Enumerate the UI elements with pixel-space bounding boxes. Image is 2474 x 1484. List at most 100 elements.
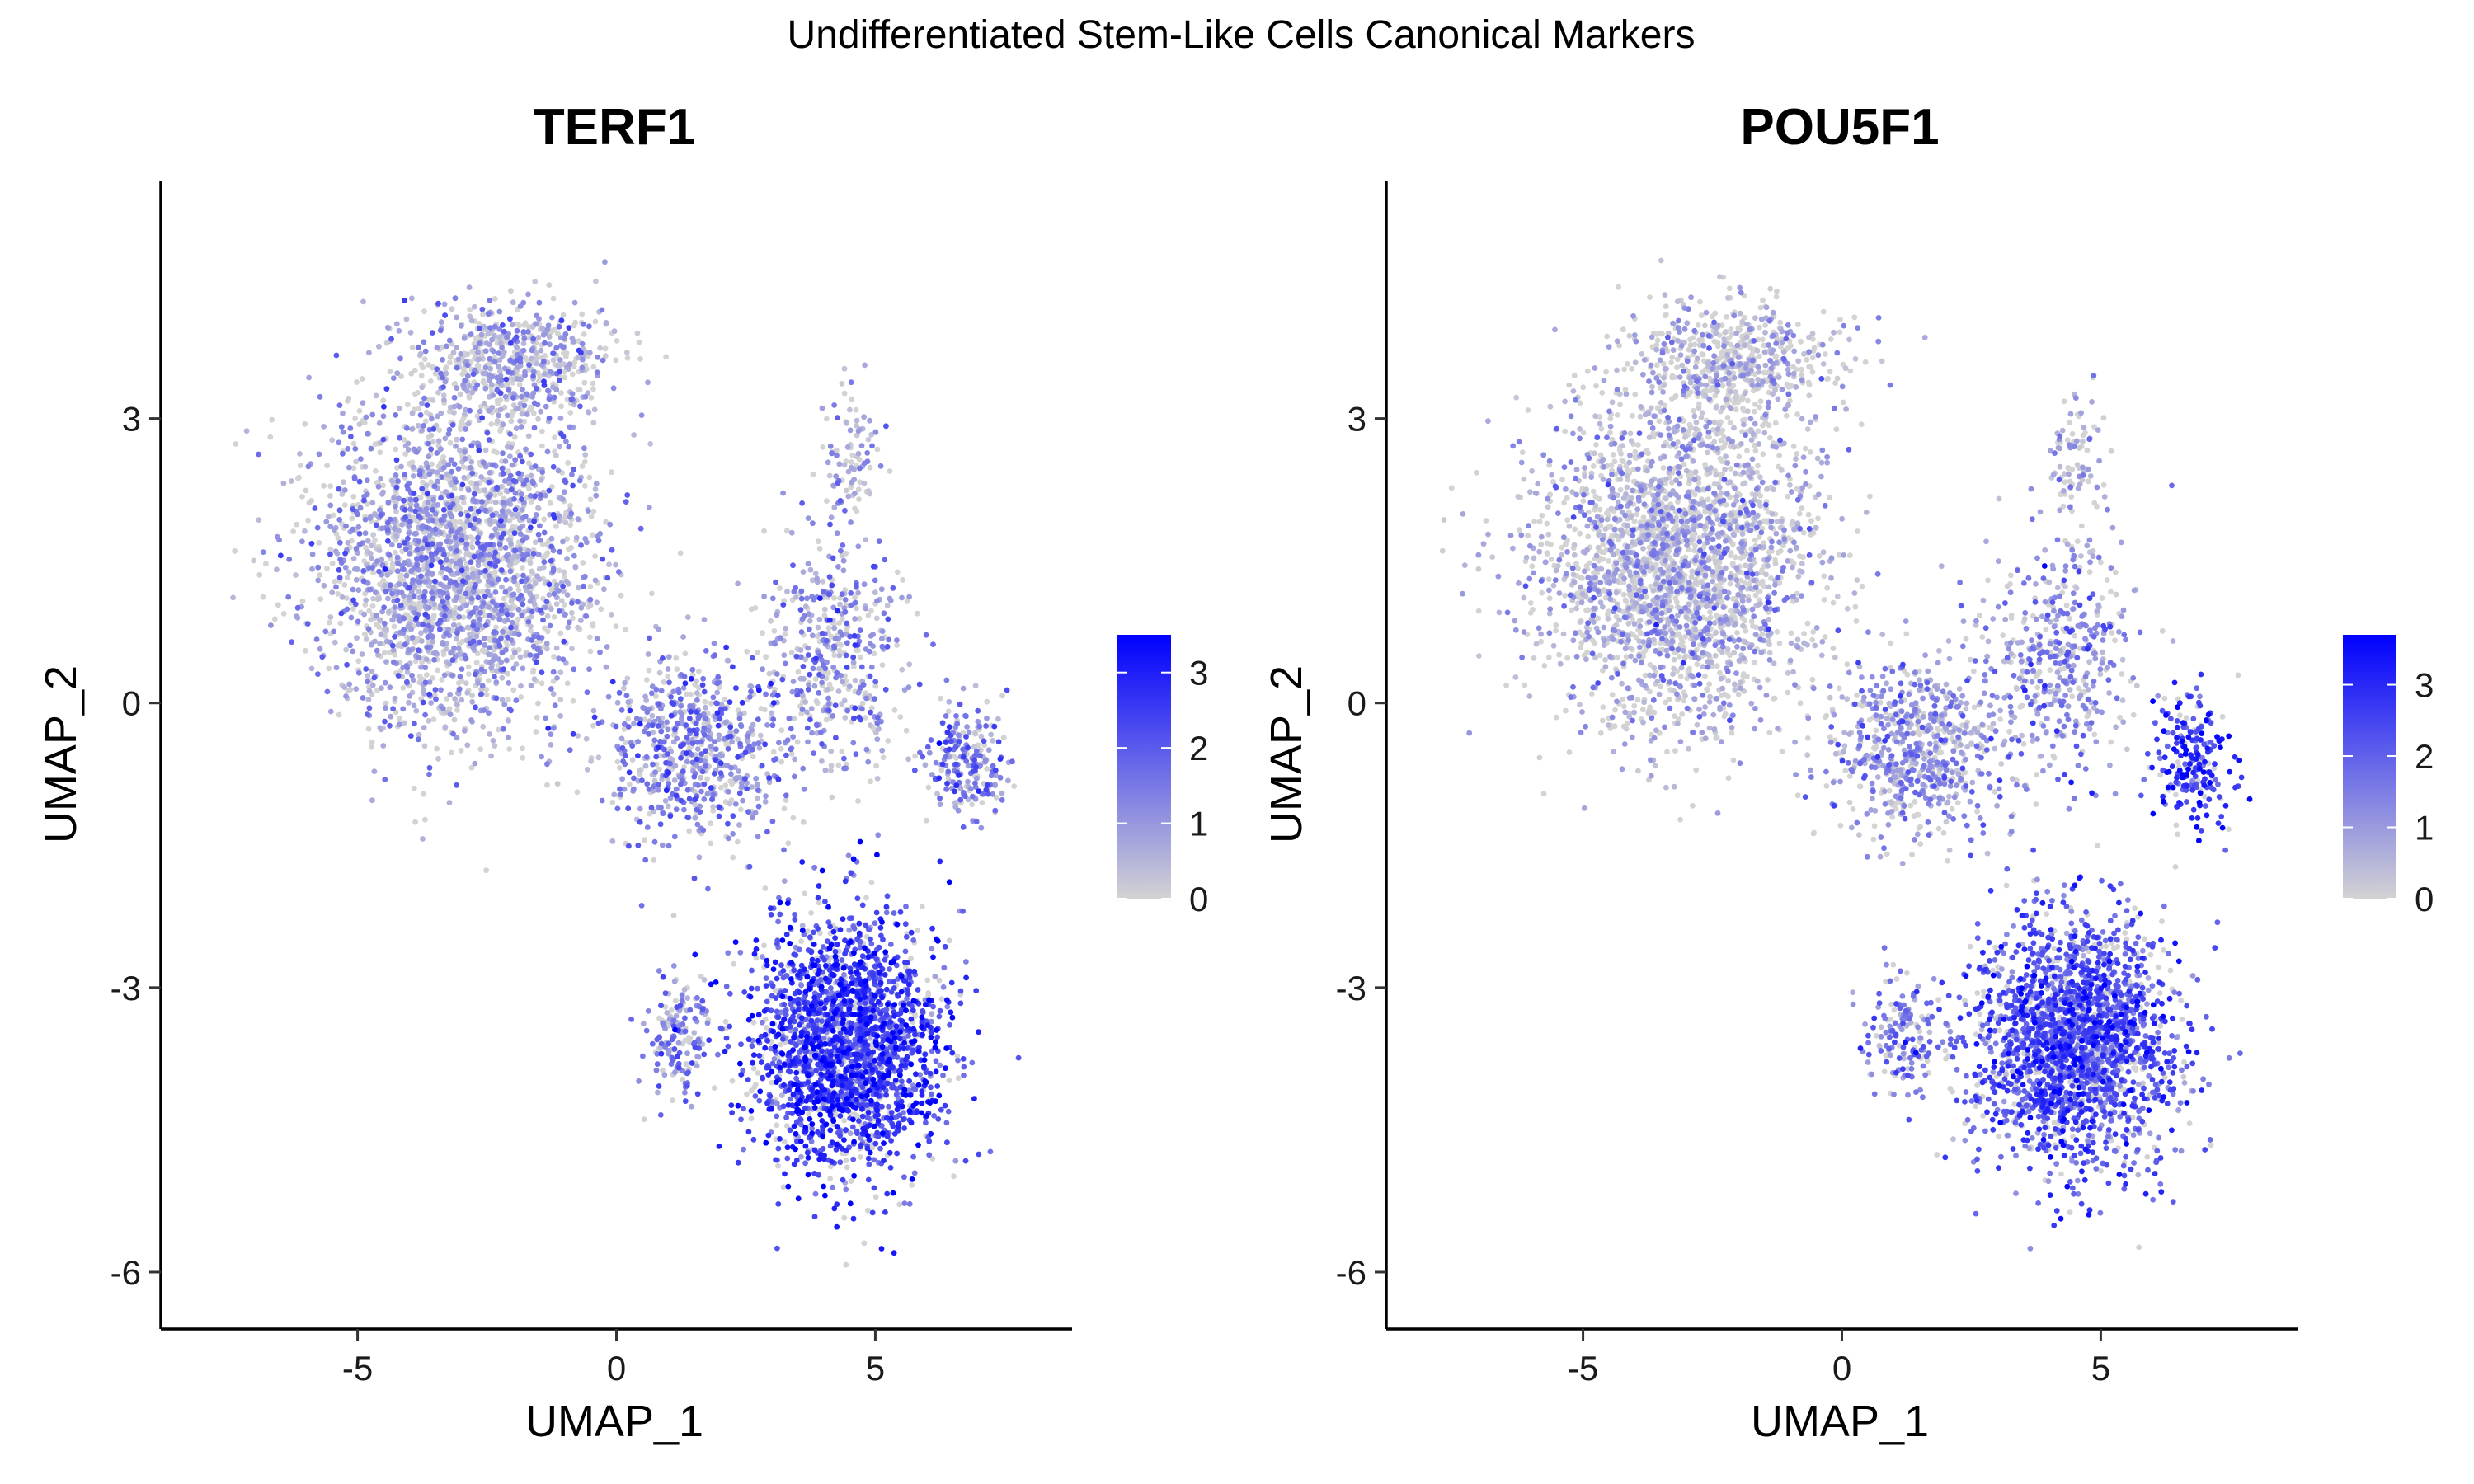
cell-point xyxy=(515,406,521,411)
cell-point xyxy=(369,641,374,648)
cell-point xyxy=(410,577,416,583)
cell-point xyxy=(477,639,482,646)
cell-point xyxy=(567,522,574,528)
cell-point xyxy=(848,484,854,491)
cell-point xyxy=(788,529,795,536)
cell-point xyxy=(793,1026,799,1033)
cell-point xyxy=(814,575,820,582)
cell-point xyxy=(922,762,929,768)
cell-point xyxy=(682,650,689,657)
cell-point xyxy=(517,531,524,537)
cell-point xyxy=(480,588,487,594)
cell-point xyxy=(563,439,569,444)
cell-point xyxy=(514,376,520,382)
cell-point xyxy=(336,517,343,523)
cell-point xyxy=(399,521,405,528)
cell-point xyxy=(490,392,496,398)
cell-point xyxy=(587,584,594,589)
cell-point xyxy=(557,713,564,719)
cell-point xyxy=(874,598,880,604)
cell-point xyxy=(704,791,711,797)
cell-point xyxy=(450,730,456,737)
cell-point xyxy=(396,716,402,722)
cell-point xyxy=(398,572,405,579)
cell-point xyxy=(508,288,514,294)
cell-point xyxy=(416,579,422,585)
cell-point xyxy=(360,695,366,701)
cell-point xyxy=(776,895,782,901)
cell-point xyxy=(533,729,539,735)
cell-point xyxy=(872,589,878,596)
cell-point xyxy=(758,706,764,712)
cell-point xyxy=(769,595,776,602)
cell-point xyxy=(496,541,503,547)
cell-point xyxy=(456,646,462,652)
cell-point xyxy=(499,650,506,656)
cell-point xyxy=(395,478,401,484)
cell-point xyxy=(507,431,513,437)
cell-point xyxy=(564,592,571,598)
cell-point xyxy=(540,555,547,561)
cell-point xyxy=(874,736,881,743)
cell-point xyxy=(494,418,501,424)
cell-point xyxy=(771,627,778,634)
cell-point xyxy=(425,634,431,640)
cell-point xyxy=(421,423,426,429)
cell-point xyxy=(578,604,585,611)
cell-point xyxy=(982,757,989,763)
cell-point xyxy=(750,1065,757,1072)
cell-point xyxy=(428,551,435,557)
cell-point xyxy=(625,716,631,722)
cell-point xyxy=(660,810,666,817)
cell-point xyxy=(486,651,492,658)
cell-point xyxy=(988,731,995,738)
cell-point xyxy=(520,565,525,571)
cell-point xyxy=(424,524,430,531)
cell-point xyxy=(350,526,356,533)
cell-point xyxy=(698,788,704,795)
cell-point xyxy=(286,556,293,562)
cell-point xyxy=(568,510,575,517)
cell-point xyxy=(468,443,475,449)
cell-point xyxy=(446,426,453,433)
cell-point xyxy=(482,641,488,648)
cell-point xyxy=(346,681,353,688)
cell-point xyxy=(546,396,553,402)
cell-point xyxy=(569,472,575,477)
cell-point xyxy=(462,448,468,455)
cell-point xyxy=(338,424,345,430)
cell-point xyxy=(587,597,594,603)
cell-point xyxy=(686,828,693,834)
cell-point xyxy=(847,406,853,413)
cell-point xyxy=(383,588,389,594)
cell-point xyxy=(680,1021,686,1027)
cell-point xyxy=(378,632,384,638)
cell-point xyxy=(492,674,497,680)
cell-point xyxy=(494,449,500,456)
cell-point xyxy=(487,635,492,641)
cell-point xyxy=(425,464,431,471)
cell-point xyxy=(928,737,934,743)
cell-point xyxy=(520,754,526,761)
cell-point xyxy=(722,1018,729,1025)
cell-point xyxy=(872,920,878,927)
cell-point xyxy=(999,693,1005,699)
cell-point xyxy=(625,699,632,705)
cell-point xyxy=(703,763,708,769)
cell-point xyxy=(378,476,383,481)
cell-point xyxy=(561,489,567,495)
cell-point xyxy=(465,487,472,493)
cell-point xyxy=(343,523,349,529)
cell-point xyxy=(952,1158,959,1164)
cell-point xyxy=(621,685,627,692)
cell-point xyxy=(753,1082,759,1087)
cell-point xyxy=(502,458,509,464)
cell-point xyxy=(562,369,567,375)
cell-point xyxy=(406,594,412,600)
cell-point xyxy=(504,642,510,649)
cell-point xyxy=(556,567,562,574)
cell-point xyxy=(627,781,633,787)
cell-point xyxy=(481,635,487,641)
cell-point xyxy=(503,553,510,560)
cell-point xyxy=(745,809,751,815)
